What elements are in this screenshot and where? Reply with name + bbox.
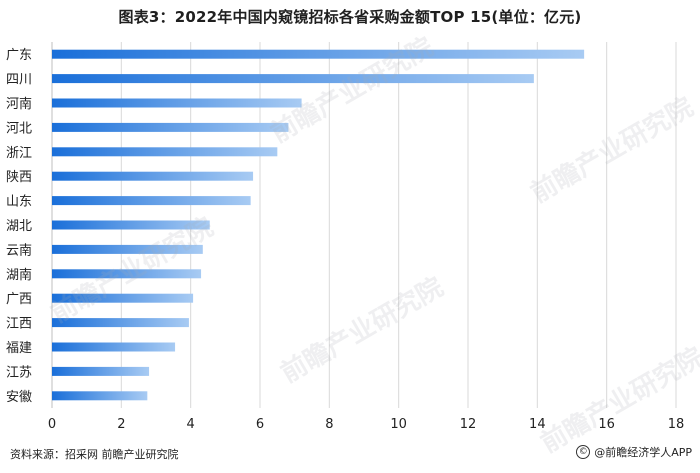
copyright-icon: © bbox=[576, 445, 591, 459]
category-label: 四川 bbox=[6, 73, 32, 88]
category-label: 江苏 bbox=[6, 364, 32, 380]
x-tick-label: 10 bbox=[390, 417, 407, 432]
x-tick-label: 12 bbox=[460, 417, 477, 432]
x-tick-label: 14 bbox=[529, 417, 546, 432]
bar bbox=[52, 391, 148, 401]
category-label: 陕西 bbox=[6, 170, 32, 185]
bar bbox=[52, 342, 176, 352]
credit-note: © @前瞻经济学人APP bbox=[576, 444, 692, 460]
x-tick-label: 2 bbox=[117, 417, 125, 432]
bars bbox=[52, 49, 585, 401]
bar bbox=[52, 269, 202, 279]
category-label: 河南 bbox=[6, 96, 32, 112]
category-label: 广西 bbox=[6, 292, 32, 307]
bar bbox=[52, 220, 210, 230]
bar bbox=[52, 171, 254, 181]
category-label: 山东 bbox=[6, 195, 32, 210]
bar bbox=[52, 244, 203, 254]
bar bbox=[52, 147, 278, 157]
category-label: 湖北 bbox=[6, 219, 32, 234]
category-label: 河北 bbox=[6, 121, 32, 136]
bar bbox=[52, 74, 534, 84]
bar bbox=[52, 122, 289, 132]
category-label: 湖南 bbox=[6, 267, 32, 283]
source-note: 资料来源：招采网 前瞻产业研究院 bbox=[10, 448, 179, 461]
bar bbox=[52, 98, 302, 108]
category-label: 江西 bbox=[6, 317, 32, 332]
category-label: 安徽 bbox=[6, 390, 32, 405]
bar bbox=[52, 293, 194, 303]
credit-text: @前瞻经济学人APP bbox=[594, 446, 692, 459]
x-tick-label: 6 bbox=[256, 417, 264, 432]
x-tick-label: 18 bbox=[668, 417, 685, 432]
x-tick-label: 16 bbox=[598, 417, 615, 432]
category-label: 浙江 bbox=[6, 146, 32, 161]
bar bbox=[52, 318, 189, 328]
x-tick-label: 8 bbox=[325, 417, 333, 432]
bar bbox=[52, 49, 585, 59]
bar bbox=[52, 196, 251, 206]
category-label: 广东 bbox=[6, 48, 32, 63]
category-label: 云南 bbox=[6, 242, 32, 258]
category-label: 福建 bbox=[6, 341, 32, 356]
x-tick-label: 4 bbox=[187, 417, 195, 432]
chart-title: 图表3：2022年中国内窥镜招标各省采购金额TOP 15(单位：亿元) bbox=[118, 8, 582, 26]
x-axis-ticks: 0 2 4 6 8 10 12 14 16 18 bbox=[48, 417, 684, 432]
x-tick-label: 0 bbox=[48, 417, 56, 432]
bar bbox=[52, 366, 150, 376]
